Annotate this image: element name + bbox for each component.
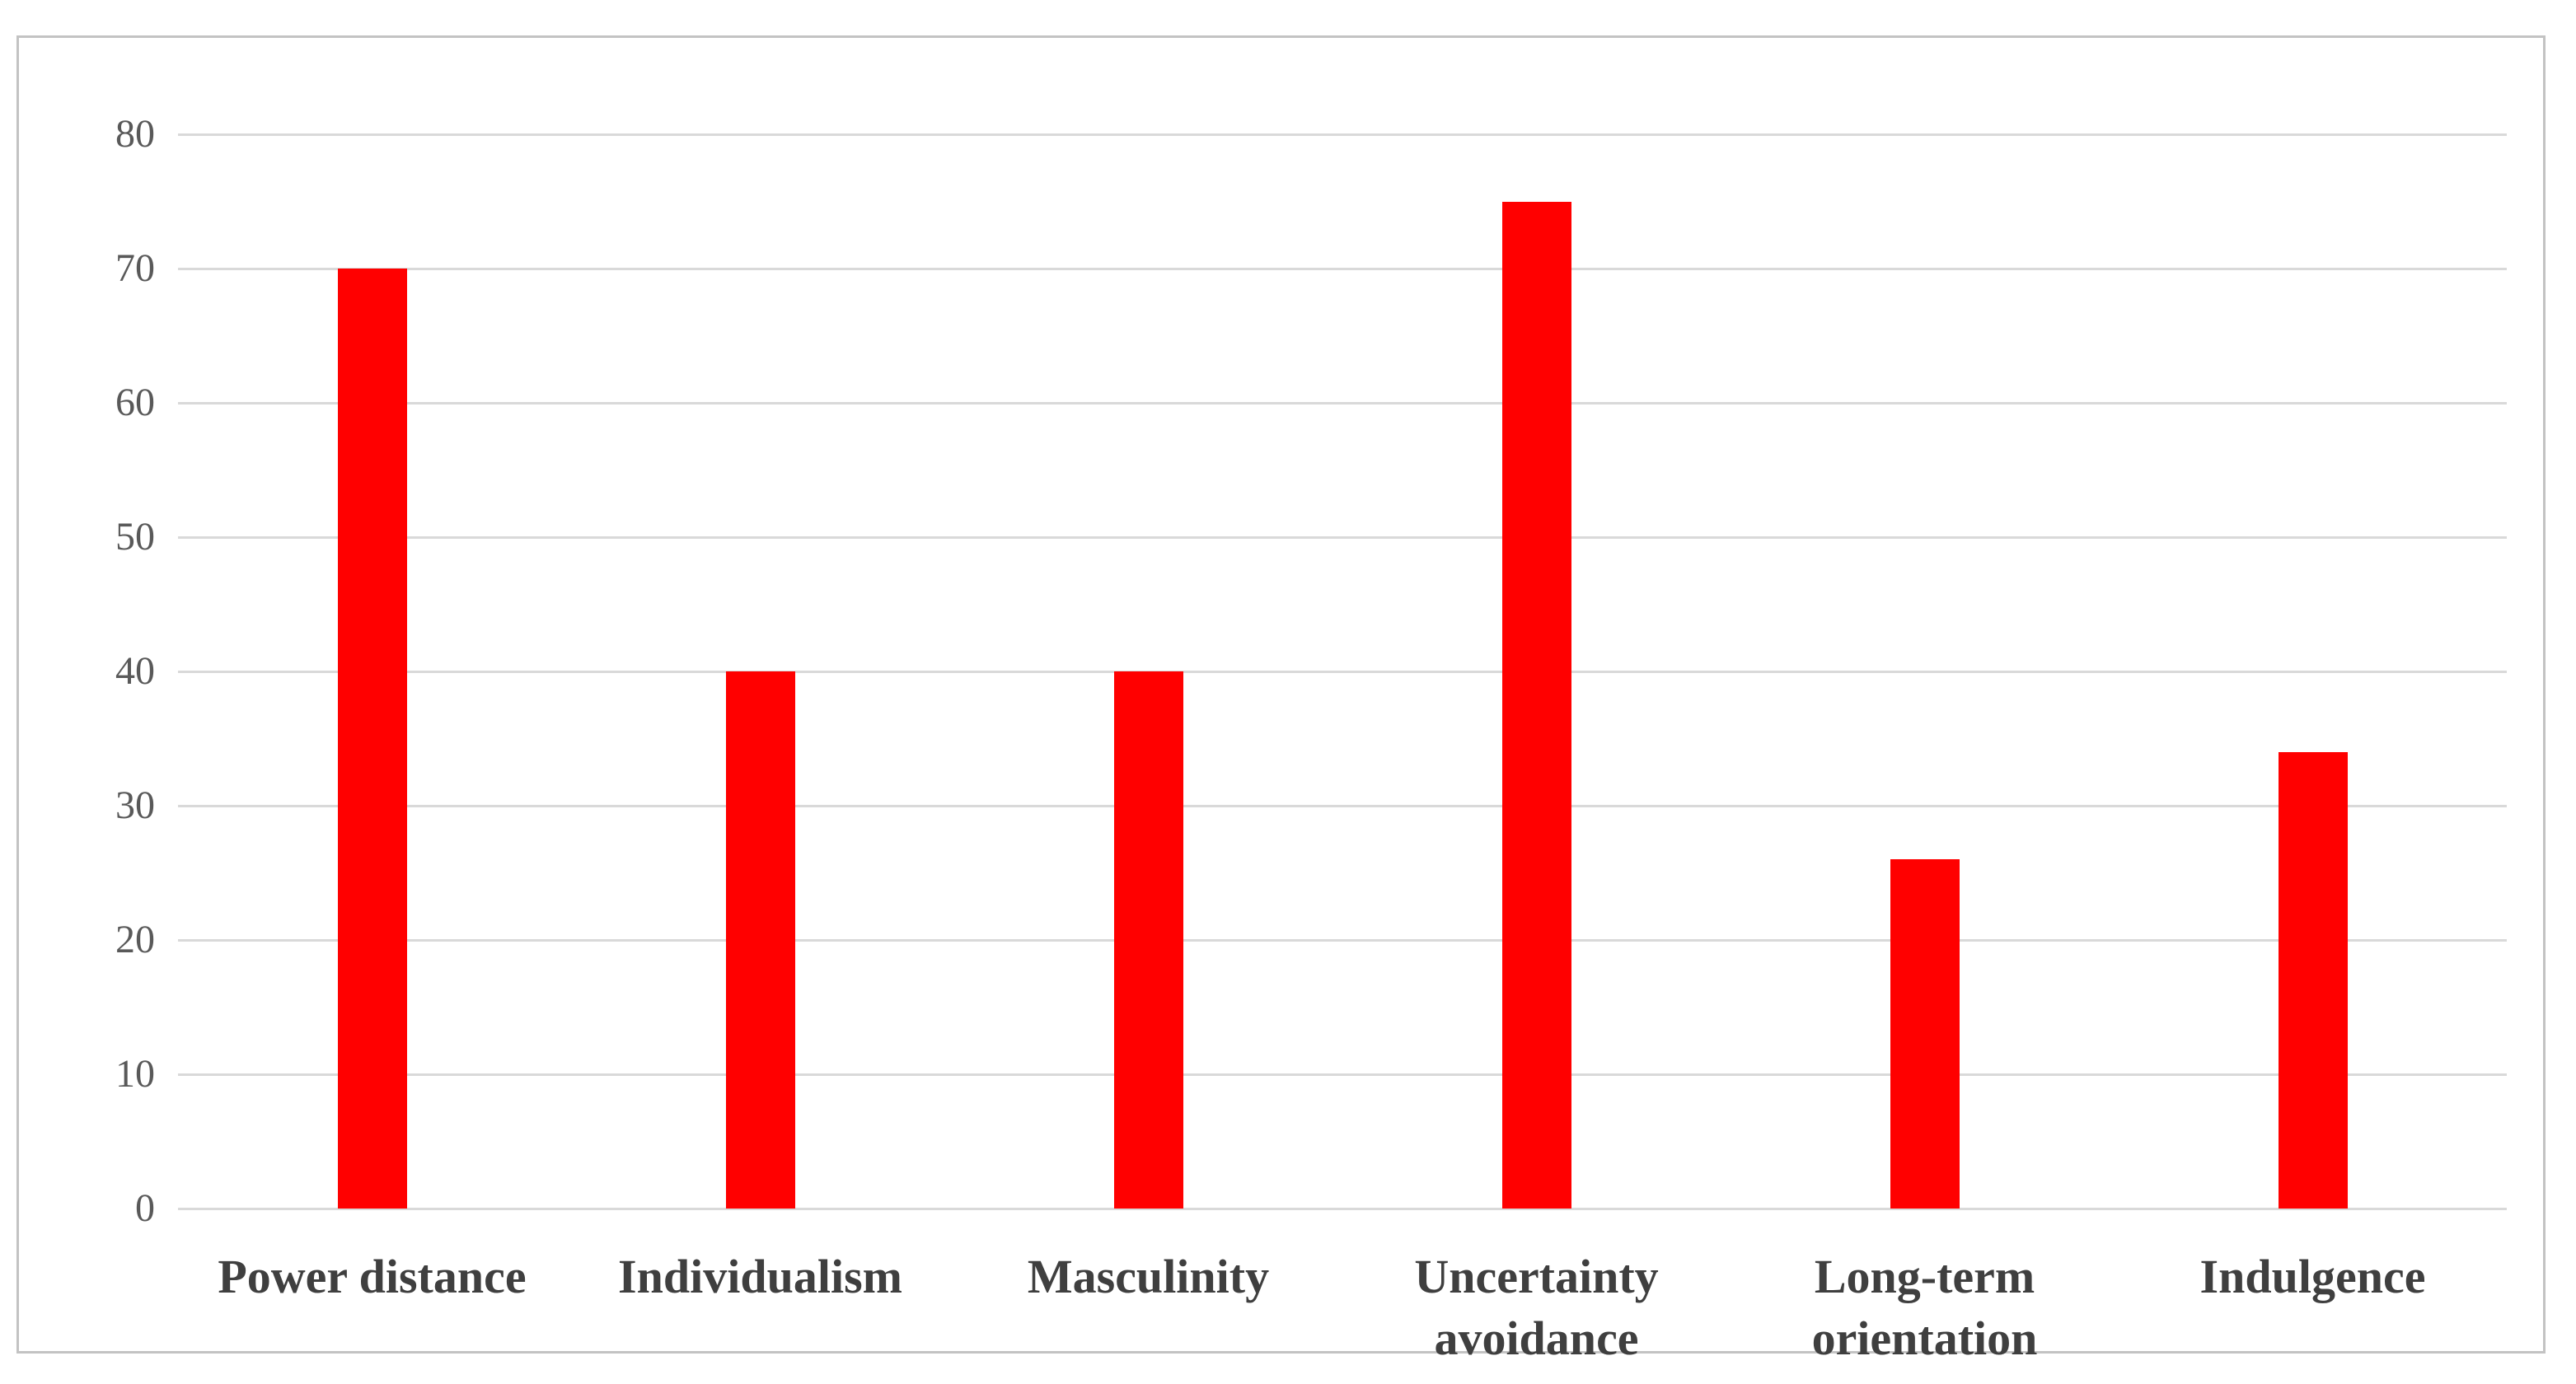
plot-area <box>178 133 2507 1210</box>
bar-long-term-orientation <box>1890 859 1960 1209</box>
gridline-60 <box>178 401 2507 404</box>
gridline-80 <box>178 133 2507 136</box>
bar-power-distance <box>337 269 407 1209</box>
y-tick-label-10: 10 <box>115 1052 155 1096</box>
y-tick-label-60: 60 <box>115 381 155 424</box>
bar-masculinity <box>1113 671 1183 1209</box>
x-category-label-power-distance: Power distance <box>218 1250 527 1303</box>
gridline-0 <box>178 1207 2507 1210</box>
gridline-20 <box>178 938 2507 942</box>
chart-frame: 0 10 20 30 40 50 60 70 80 Power distance Individu… <box>16 35 2546 1365</box>
y-tick-label-80: 80 <box>115 112 155 156</box>
gridline-50 <box>178 535 2507 539</box>
y-tick-label-30: 30 <box>115 783 155 827</box>
bar-uncertainty-avoidance <box>1501 201 1571 1209</box>
x-category-label-long-term-orientation: Long-term orientation <box>1811 1250 2038 1366</box>
gridline-40 <box>178 670 2507 673</box>
x-category-label-indulgence: Indulgence <box>2199 1250 2426 1303</box>
y-tick-label-20: 20 <box>115 918 155 961</box>
bar-individualism <box>725 671 795 1209</box>
x-category-label-individualism: Individualism <box>618 1250 902 1303</box>
y-tick-label-50: 50 <box>115 515 155 559</box>
y-tick-label-70: 70 <box>115 246 155 290</box>
y-tick-label-40: 40 <box>115 649 155 693</box>
gridline-10 <box>178 1073 2507 1076</box>
gridline-70 <box>178 267 2507 270</box>
x-category-label-masculinity: Masculinity <box>1027 1250 1270 1303</box>
bar-indulgence <box>2278 751 2348 1209</box>
x-category-label-uncertainty-avoidance: Uncertainty avoidance <box>1414 1250 1659 1366</box>
gridline-30 <box>178 804 2507 807</box>
y-tick-label-0: 0 <box>135 1186 155 1230</box>
